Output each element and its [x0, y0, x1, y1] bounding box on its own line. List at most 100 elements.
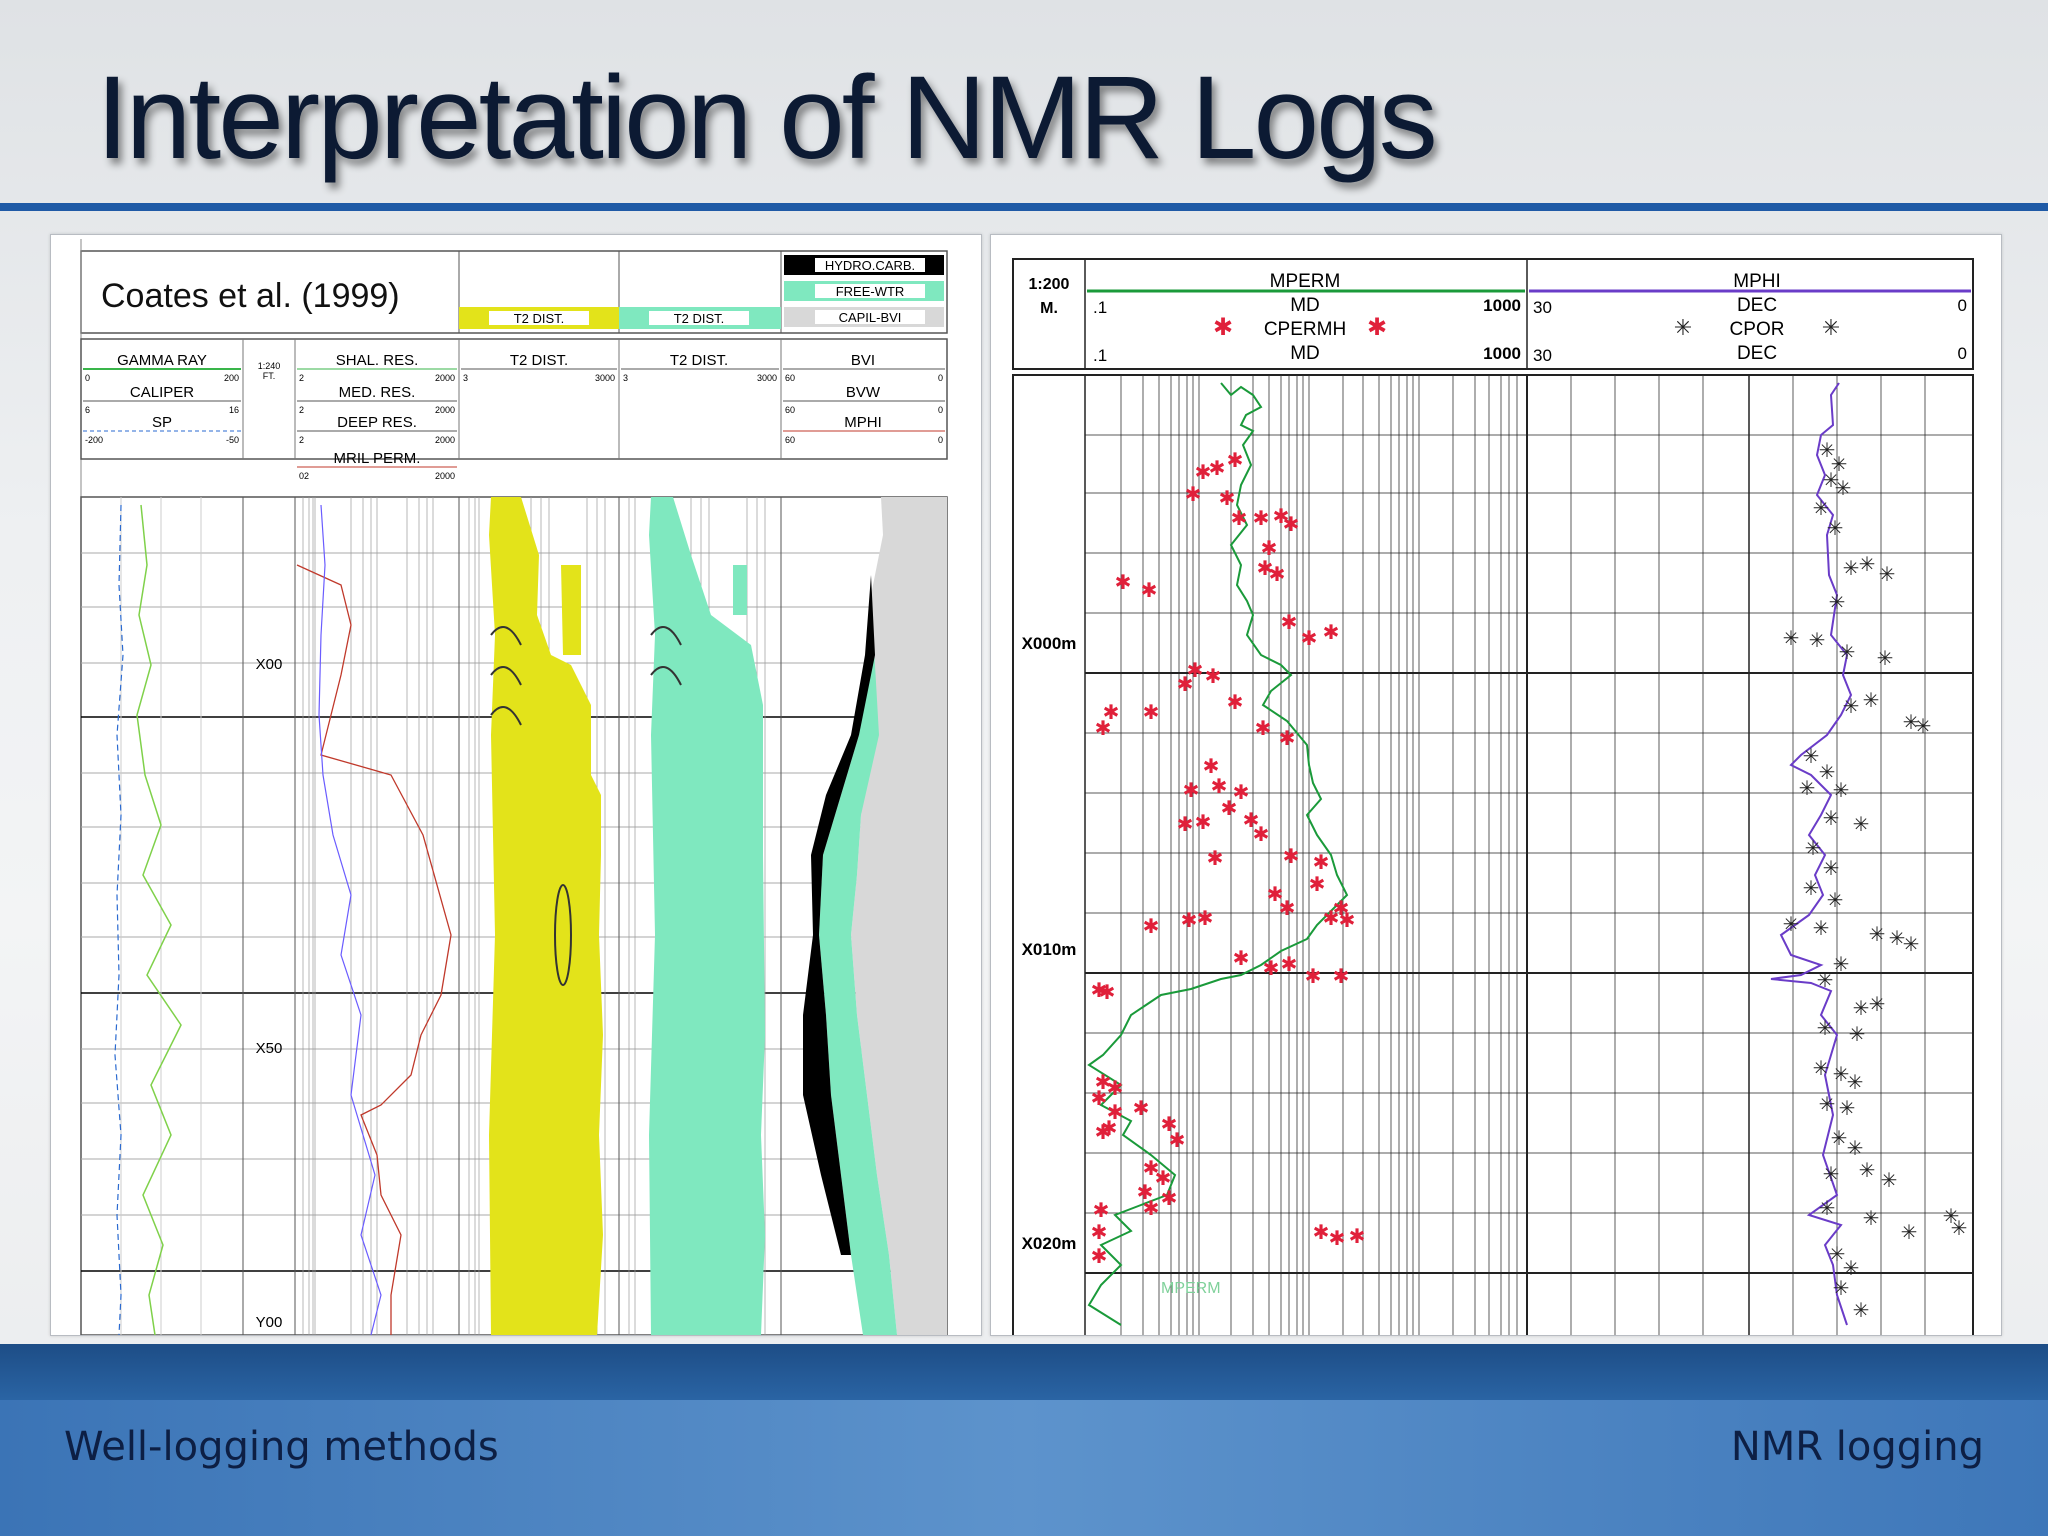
- t2-yellow-fill: [489, 497, 603, 1335]
- svg-text:✱: ✱: [1279, 728, 1296, 750]
- svg-text:✱: ✱: [1301, 628, 1318, 650]
- cpor-marker-icon: ✳: [1674, 315, 1692, 340]
- svg-text:✱: ✱: [1283, 846, 1300, 868]
- citation: Coates et al. (1999): [101, 277, 400, 315]
- svg-text:✱: ✱: [1279, 898, 1296, 920]
- svg-text:✱: ✱: [1323, 908, 1340, 930]
- svg-text:✱: ✱: [1091, 980, 1108, 1002]
- svg-text:✱: ✱: [1091, 1246, 1108, 1268]
- t2-green-bands: [650, 626, 682, 686]
- t2-green-fill-upper: [733, 565, 747, 615]
- svg-text:✳: ✳: [1951, 1218, 1968, 1240]
- svg-text:✱: ✱: [1115, 572, 1132, 594]
- svg-text:2000: 2000: [435, 471, 455, 481]
- svg-text:✱: ✱: [1099, 982, 1116, 1004]
- svg-text:✱: ✱: [1349, 1226, 1366, 1248]
- svg-text:0: 0: [85, 373, 90, 383]
- legend-free-water: FREE-WTR: [836, 284, 905, 299]
- footer-topic-label: NMR logging: [1730, 1424, 1984, 1470]
- svg-text:✳: ✳: [1803, 878, 1820, 900]
- svg-text:✱: ✱: [1209, 458, 1226, 480]
- t2-yellow-bands: [490, 626, 522, 726]
- svg-text:✳: ✳: [1823, 470, 1840, 492]
- mphi-label-right: MPHI: [1733, 271, 1781, 292]
- svg-text:16: 16: [229, 405, 239, 415]
- svg-text:✳: ✳: [1843, 1258, 1860, 1280]
- svg-text:✳: ✳: [1823, 858, 1840, 880]
- cpermh-points: ✱✱✱ ✱✱✱ ✱ ✱✱ ✱✱✱ ✱ ✱✱ ✱✱ ✱ ✱✱ ✱✱✱ ✱✱ ✱ ✱✱✱ ✱…: [1091, 450, 1366, 1268]
- svg-text:✱: ✱: [1243, 810, 1260, 832]
- shal-res-label: SHAL. RES.: [336, 352, 419, 369]
- legend-t2-dist-1: T2 DIST.: [514, 311, 565, 326]
- svg-text:✱: ✱: [1161, 1114, 1178, 1136]
- footer-bar: [0, 1400, 2048, 1536]
- depth-x020: X020m: [1022, 1234, 1077, 1253]
- footer-band: [0, 1344, 2048, 1400]
- mperm-label: MPERM: [1270, 271, 1341, 292]
- svg-text:✱: ✱: [1161, 1188, 1178, 1210]
- mphi-label-left: MPHI: [844, 414, 882, 431]
- svg-text:✳: ✳: [1869, 994, 1886, 1016]
- svg-text:✳: ✳: [1901, 1222, 1918, 1244]
- svg-text:3: 3: [463, 373, 468, 383]
- svg-text:✳: ✳: [1879, 564, 1896, 586]
- svg-text:✳: ✳: [1847, 1072, 1864, 1094]
- right-scale-unit: M.: [1040, 300, 1058, 317]
- svg-text:2: 2: [299, 405, 304, 415]
- svg-text:✳: ✳: [1859, 554, 1876, 576]
- svg-text:✳: ✳: [1943, 1206, 1960, 1228]
- svg-text:-200: -200: [85, 435, 103, 445]
- mperm-curve: [1087, 382, 1349, 1326]
- svg-text:✱: ✱: [1103, 702, 1120, 724]
- right-log-grid: [1120, 375, 1926, 1335]
- depth-x50: X50: [256, 1040, 283, 1057]
- cpor-marker-icon-2: ✳: [1822, 315, 1840, 340]
- svg-text:✱: ✱: [1107, 1078, 1124, 1100]
- svg-text:✱: ✱: [1133, 1098, 1150, 1120]
- svg-text:30: 30: [1533, 298, 1552, 317]
- mphi-curve: [1770, 382, 1853, 1326]
- svg-text:✳: ✳: [1903, 934, 1920, 956]
- svg-text:✱: ✱: [1177, 674, 1194, 696]
- svg-text:1000: 1000: [1483, 344, 1521, 363]
- svg-text:✳: ✳: [1863, 1208, 1880, 1230]
- svg-text:✳: ✳: [1839, 1098, 1856, 1120]
- svg-text:✳: ✳: [1827, 518, 1844, 540]
- svg-text:✱: ✱: [1095, 718, 1112, 740]
- svg-text:✳: ✳: [1881, 1170, 1898, 1192]
- svg-text:3000: 3000: [595, 373, 615, 383]
- svg-text:✳: ✳: [1819, 1198, 1836, 1220]
- footer-course-label: Well-logging methods: [64, 1424, 499, 1470]
- med-res-label: MED. RES.: [339, 384, 416, 401]
- svg-text:✱: ✱: [1143, 1198, 1160, 1220]
- svg-text:✱: ✱: [1095, 1072, 1112, 1094]
- svg-text:✳: ✳: [1783, 628, 1800, 650]
- depth-x010: X010m: [1022, 940, 1077, 959]
- svg-text:✱: ✱: [1101, 1118, 1118, 1140]
- svg-text:✱: ✱: [1261, 538, 1278, 560]
- t2-dist-header-1: T2 DIST.: [510, 352, 568, 369]
- cpor-points: ✳✳✳ ✳✳✳ ✳ ✳ ✳ ✳✳ ✳ ✳ ✳✳ ✳✳✳ ✳✳✳ ✳✳ ✳ ✳✳✳ ✳✳ ✳ …: [1783, 440, 1968, 1322]
- svg-text:✱: ✱: [1187, 660, 1204, 682]
- svg-text:✱: ✱: [1177, 814, 1194, 836]
- svg-text:✳: ✳: [1903, 712, 1920, 734]
- svg-text:✳: ✳: [1843, 558, 1860, 580]
- svg-text:✳: ✳: [1915, 716, 1932, 738]
- depth-x00: X00: [256, 656, 283, 673]
- depth-x000: X000m: [1022, 634, 1077, 653]
- bvi-label: BVI: [851, 352, 875, 369]
- svg-text:02: 02: [299, 471, 309, 481]
- svg-text:✳: ✳: [1819, 1094, 1836, 1116]
- svg-text:✳: ✳: [1813, 498, 1830, 520]
- svg-text:✳: ✳: [1813, 918, 1830, 940]
- free-water-fill: [819, 595, 897, 1335]
- svg-text:✱: ✱: [1093, 1200, 1110, 1222]
- svg-text:✳: ✳: [1831, 454, 1848, 476]
- svg-text:0: 0: [938, 405, 943, 415]
- svg-text:200: 200: [224, 373, 239, 383]
- svg-text:✳: ✳: [1809, 630, 1826, 652]
- cpermh-marker-icon-2: ✱: [1367, 314, 1387, 341]
- svg-text:✱: ✱: [1281, 612, 1298, 634]
- depth-y00: Y00: [256, 1314, 283, 1331]
- svg-text:✱: ✱: [1329, 1228, 1346, 1250]
